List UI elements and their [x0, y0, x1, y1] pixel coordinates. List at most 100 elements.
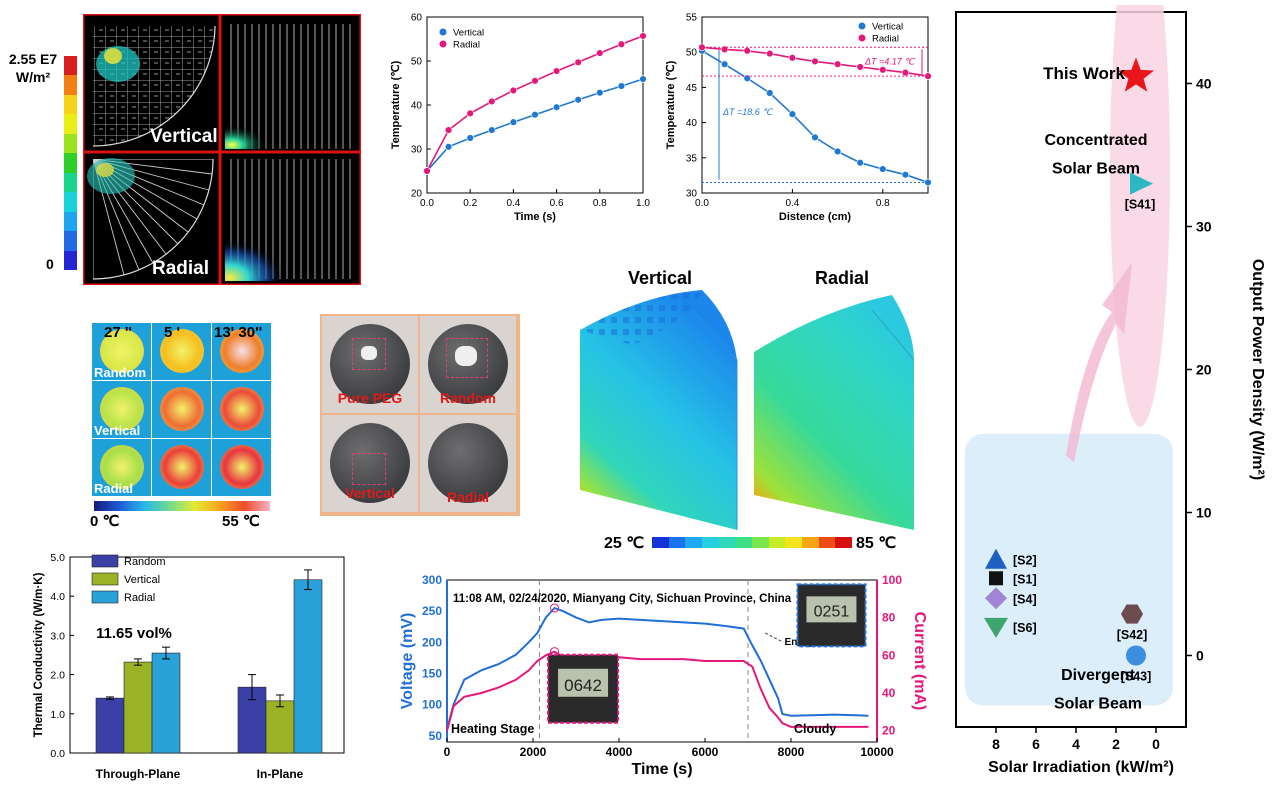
sample-highlight-box: [446, 338, 488, 378]
sample-photo: Vertical: [322, 415, 420, 514]
bar-radial: [151, 652, 181, 754]
chart-temp-vs-distance: 0.0 0.4 0.8 30 35 40 45 50 55 Distence (cm) Temper…: [665, 13, 932, 223]
x-tick-label: 0: [444, 745, 451, 759]
bar-random: [95, 697, 125, 754]
x-tick-label: 0.8: [593, 198, 607, 209]
multimeter-left: 0642: [547, 653, 620, 724]
legend-label: Radial: [453, 40, 480, 51]
y-tick-label: 2.0: [50, 670, 65, 682]
sample-photo: Pure PEG: [322, 316, 420, 415]
data-point-radial: [488, 97, 496, 106]
plot-frame: [701, 16, 929, 194]
triangle-down-marker: [984, 617, 1008, 638]
x-tick-label: 0.4: [785, 198, 799, 209]
label-radial-flux: Radial: [152, 258, 210, 279]
data-point-radial: [766, 49, 774, 58]
data-point-radial: [596, 49, 604, 57]
data-point-vertical: [509, 118, 518, 126]
y-tick-label: 40: [411, 101, 423, 112]
temp-scale-step: [835, 537, 853, 548]
chart-title: 11.65 vol%: [96, 625, 172, 642]
temp-scale-step: [768, 537, 786, 548]
sample-disc: [330, 324, 410, 404]
star-marker: [1117, 57, 1155, 92]
flux-scale-step: [64, 94, 77, 115]
flux-color-scale: [64, 56, 77, 270]
thermal-cell: [152, 323, 211, 380]
sample-photo: Random: [420, 316, 518, 415]
data-point-radial: [552, 67, 561, 75]
flux-map-panel: [83, 14, 361, 285]
flux-scale-step: [64, 133, 77, 154]
data-point-vertical: [811, 133, 819, 142]
y-tick-label: 250: [422, 604, 442, 618]
x-axis-label: Distence (cm): [779, 211, 851, 223]
x-axis-label: Solar Irradiation (kW/m²): [988, 759, 1174, 776]
x-axis-label: Time (s): [631, 761, 692, 778]
category-label: In-Plane: [257, 767, 304, 781]
y-tick-label: 20: [411, 189, 423, 200]
data-point-radial: [531, 77, 539, 85]
flux-scale-max: 2.55 E7 W/m²: [8, 51, 58, 85]
transition-arrow: [1066, 262, 1132, 463]
this-work-label: This Work: [1043, 64, 1125, 83]
delta-t-radial: ΔT =4.17 ℃: [864, 57, 915, 67]
thermal-cell: [212, 439, 271, 496]
y-tick-label: 150: [422, 666, 442, 680]
data-point-vertical: [901, 170, 910, 179]
thermal-sample-disc: [220, 387, 264, 431]
x-tick-label: 10000: [860, 745, 894, 759]
y-tick-label: 3.0: [50, 630, 65, 642]
data-point-vertical: [488, 126, 496, 134]
x-tick-label: 6000: [692, 745, 719, 759]
sample-crack: [361, 346, 377, 360]
hexagon-marker: [1121, 604, 1143, 624]
multimeter-reading: 0251: [814, 603, 850, 620]
sample-label: Vertical: [345, 485, 395, 501]
data-point-radial: [879, 66, 887, 74]
y-tick-label: 55: [686, 13, 698, 24]
flux-scale-min: 0: [46, 256, 54, 272]
temp-field-title-radial: Radial: [815, 268, 870, 288]
flux-scale-step: [64, 56, 77, 76]
thermal-sample-disc: [220, 445, 264, 489]
flux-scale-step: [64, 211, 77, 232]
legend-label: Vertical: [453, 28, 484, 39]
y-tick-label: 60: [411, 13, 423, 24]
y-tick-label: 50: [411, 57, 423, 68]
thermal-time-label: 27 '': [104, 324, 132, 341]
triangle-right-marker: [1130, 172, 1153, 195]
y-tick-label: 50: [686, 48, 698, 59]
thermal-scale-max: 55 ℃: [222, 513, 260, 530]
y-tick-label: 40: [686, 118, 698, 129]
sample-label: Random: [440, 390, 496, 406]
x-tick-label: 4: [1072, 736, 1080, 752]
data-point-vertical: [720, 60, 729, 68]
temp-field-models: [580, 290, 915, 530]
point-label: [S42]: [1117, 628, 1148, 642]
divergent-label: Solar Beam: [1054, 695, 1142, 712]
divergent-region: [965, 433, 1173, 706]
thermal-row-label: Radial: [94, 481, 134, 496]
temp-scale-step: [802, 537, 819, 548]
thermal-scale-min: 0 ℃: [90, 513, 120, 530]
data-point-vertical: [531, 110, 539, 119]
temp-scale-step: [752, 537, 769, 548]
delta-t-vertical: ΔT =18.6 ℃: [722, 107, 773, 117]
sample-disc: [330, 423, 410, 503]
x-tick-label: 0: [1152, 736, 1160, 752]
flux-map-radial-side: [225, 159, 355, 281]
series-line-voltage: [446, 606, 869, 730]
x-tick-label: 8000: [778, 745, 805, 759]
concentrated-label: Concentrated: [1044, 132, 1147, 149]
concentrated-label: Solar Beam: [1052, 161, 1140, 178]
temp-field-title-vertical: Vertical: [628, 268, 693, 288]
thermal-cell: [212, 323, 271, 380]
thermal-sample-disc: [160, 387, 204, 431]
multimeter-screen: [806, 596, 857, 623]
temp-scale-step: [735, 537, 753, 548]
thermal-cell: [152, 439, 211, 496]
thermal-sample-disc: [100, 387, 144, 431]
data-point-vertical: [788, 110, 797, 118]
temp-field-color-scale: [652, 537, 853, 548]
